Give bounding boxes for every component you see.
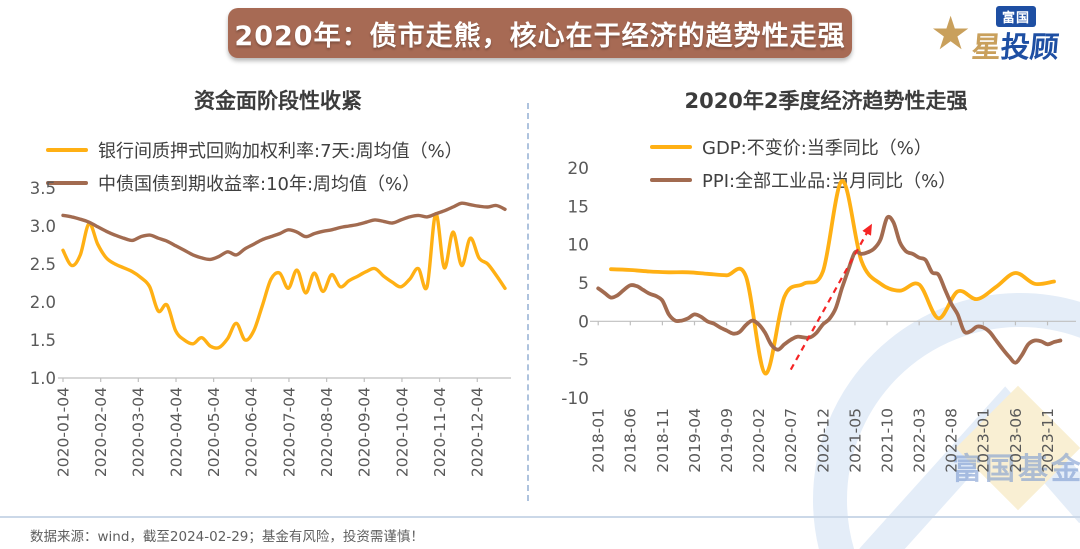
watermark-text: 富国基金 bbox=[952, 452, 1080, 487]
x-tick-label: 2018-01 bbox=[590, 408, 608, 473]
star-icon: ★ bbox=[930, 6, 972, 60]
x-tick-label: 2018-06 bbox=[622, 408, 640, 473]
y-tick-label: 5 bbox=[578, 274, 589, 294]
banner-title: 2020年：债市走熊，核心在于经济的趋势性走强 bbox=[234, 20, 846, 52]
legend-swatch bbox=[46, 148, 88, 152]
x-tick-label: 2020-12 bbox=[814, 408, 832, 473]
x-tick-label: 2020-02 bbox=[750, 408, 768, 473]
y-tick-label: 1.5 bbox=[30, 331, 56, 350]
x-axis bbox=[590, 320, 1076, 326]
y-tick-label: 3.0 bbox=[30, 217, 56, 236]
x-tick-label: 2020-11-04 bbox=[431, 387, 449, 477]
x-tick-label: 2019-09 bbox=[718, 408, 736, 473]
logo-suffix: 投顾 bbox=[999, 30, 1061, 64]
x-tick-label: 2022-08 bbox=[943, 408, 961, 473]
y-tick-label: 0 bbox=[578, 312, 589, 332]
y-tick-label: 3.5 bbox=[30, 179, 56, 198]
x-tick-label: 2020-04-04 bbox=[167, 387, 185, 477]
x-tick-label: 2021-10 bbox=[879, 408, 897, 473]
legend-item: GDP:不变价:当季同比（%） bbox=[650, 134, 956, 160]
y-tick-label: 2.0 bbox=[30, 293, 56, 312]
legend-label: PPI:全部工业品:当月同比（%） bbox=[702, 171, 957, 192]
left-chart-title: 资金面阶段性收紧 bbox=[194, 89, 362, 113]
logo-badge: 富国 bbox=[996, 6, 1037, 27]
series-line-0 bbox=[61, 212, 507, 350]
x-tick-label: 2023-06 bbox=[1007, 408, 1025, 473]
legend-label: GDP:不变价:当季同比（%） bbox=[702, 138, 932, 159]
y-axis-labels: -10 -5 0 5 10 15 20 bbox=[561, 159, 589, 409]
x-axis bbox=[58, 377, 511, 382]
x-tick-label: 2020-07-04 bbox=[280, 387, 298, 477]
series-line-0 bbox=[609, 179, 1056, 376]
y-axis-labels: 1.0 1.5 2.0 2.5 3.0 3.5 bbox=[30, 179, 56, 388]
x-tick-label: 2020-05-04 bbox=[205, 387, 223, 477]
y-tick-label: -10 bbox=[561, 389, 589, 409]
brand-logo: ★ 富国 星投顾 bbox=[930, 4, 1080, 64]
y-tick-label: 10 bbox=[567, 236, 589, 256]
watermark-diamond-shape bbox=[955, 385, 1080, 511]
y-tick-label: -5 bbox=[572, 351, 589, 371]
legend-swatch bbox=[650, 145, 692, 149]
x-tick-label: 2020-06-04 bbox=[243, 387, 261, 477]
x-tick-label: 2020-07 bbox=[782, 408, 800, 473]
series-line-1 bbox=[596, 214, 1063, 365]
x-tick-label: 2020-10-04 bbox=[393, 387, 411, 477]
y-tick-label: 20 bbox=[567, 159, 589, 179]
x-tick-label: 2020-08-04 bbox=[318, 387, 336, 477]
y-tick-label: 15 bbox=[567, 197, 589, 217]
series-line-1 bbox=[61, 201, 507, 262]
x-tick-label: 2019-04 bbox=[686, 408, 704, 473]
x-tick-label: 2022-03 bbox=[911, 408, 929, 473]
x-axis-labels: 2020-01-04 2020-02-04 2020-03-04 2020-04-04… bbox=[54, 387, 486, 477]
legend-item: 银行间质押式回购加权利率:7天:周均值（%） bbox=[46, 137, 463, 163]
footer: 数据来源：wind，截至2024-02-29；基金有风险，投资需谨慎！ bbox=[0, 516, 1080, 549]
legend-label: 银行间质押式回购加权利率:7天:周均值（%） bbox=[98, 141, 463, 162]
logo-wordmark: 星投顾 bbox=[970, 24, 1061, 66]
legend-swatch bbox=[650, 178, 692, 182]
right-chart-title: 2020年2季度经济趋势性走强 bbox=[684, 89, 968, 113]
legend-swatch bbox=[46, 181, 88, 185]
disclaimer-text: 数据来源：wind，截至2024-02-29；基金有风险，投资需谨慎！ bbox=[30, 529, 424, 545]
x-tick-label: 2021-05 bbox=[846, 408, 864, 473]
x-tick-label: 2020-03-04 bbox=[130, 387, 148, 477]
right-chart-canvas: -10 -5 0 5 10 15 20 2018-01 2018-06 2018-11 2019-0… bbox=[561, 159, 1076, 473]
watermark-ring-shape bbox=[813, 293, 1080, 549]
legend-item: 中债国债到期收益率:10年:周均值（%） bbox=[46, 170, 463, 196]
legend-label: 中债国债到期收益率:10年:周均值（%） bbox=[98, 174, 421, 195]
annotation-arrow bbox=[789, 223, 872, 371]
panel-divider bbox=[527, 103, 529, 501]
right-chart-legend: GDP:不变价:当季同比（%） PPI:全部工业品:当月同比（%） bbox=[650, 134, 956, 193]
x-tick-label: 2018-11 bbox=[654, 408, 672, 473]
x-tick-label: 2020-02-04 bbox=[92, 387, 110, 477]
y-tick-label: 1.0 bbox=[30, 369, 56, 388]
left-chart-legend: 银行间质押式回购加权利率:7天:周均值（%） 中债国债到期收益率:10年:周均值… bbox=[46, 137, 463, 196]
x-tick-label: 2023-01 bbox=[975, 408, 993, 473]
x-tick-label: 2023-11 bbox=[1039, 408, 1057, 473]
x-tick-label: 2020-01-04 bbox=[54, 387, 72, 477]
x-tick-label: 2020-09-04 bbox=[356, 387, 374, 477]
x-tick-label: 2020-12-04 bbox=[469, 387, 487, 477]
x-axis-labels: 2018-01 2018-06 2018-11 2019-04 2019-09 2020-… bbox=[590, 408, 1057, 473]
logo-star-char: 星 bbox=[970, 30, 1003, 64]
legend-item: PPI:全部工业品:当月同比（%） bbox=[650, 167, 956, 193]
y-tick-label: 2.5 bbox=[30, 255, 56, 274]
title-banner: 2020年：债市走熊，核心在于经济的趋势性走强 bbox=[228, 8, 852, 58]
